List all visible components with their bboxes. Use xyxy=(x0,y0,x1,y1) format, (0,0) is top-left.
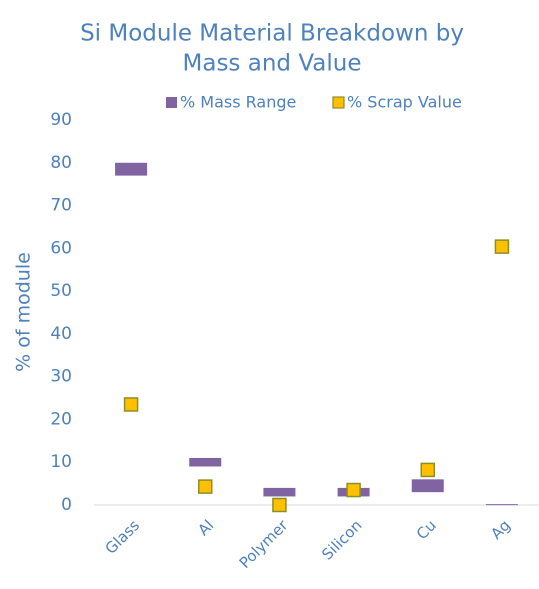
x-tick-label: Glass xyxy=(102,516,144,558)
range-bar xyxy=(189,457,222,467)
y-tick-label: 40 xyxy=(50,324,72,344)
range-bar xyxy=(263,487,296,497)
x-tick-label: Polymer xyxy=(236,516,292,572)
scatter-marker xyxy=(198,479,213,494)
y-tick-label: 90 xyxy=(50,110,72,130)
chart-title: Mass and Value xyxy=(183,51,362,77)
y-tick-label: 50 xyxy=(50,281,72,301)
y-tick-label: 0 xyxy=(61,495,72,515)
y-tick-label: 20 xyxy=(50,409,72,429)
scatter-marker xyxy=(346,482,361,498)
scatter-marker xyxy=(272,497,287,513)
x-tick-label: Al xyxy=(194,516,217,539)
y-tick-label: 60 xyxy=(50,238,72,258)
scatter-marker xyxy=(494,239,510,254)
y-axis-label: % of module xyxy=(13,252,35,372)
x-tick-label: Cu xyxy=(413,516,440,543)
y-tick-label: 70 xyxy=(50,196,72,216)
x-tick-label: Silicon xyxy=(318,516,365,563)
y-tick-label: 30 xyxy=(50,367,72,387)
chart-title: Si Module Material Breakdown by xyxy=(80,21,464,47)
range-bar xyxy=(411,479,444,493)
x-tick-label: Ag xyxy=(487,516,514,543)
scatter-marker xyxy=(123,397,139,412)
y-tick-label: 80 xyxy=(50,153,72,173)
legend-label: % Mass Range xyxy=(180,93,296,112)
y-tick-label: 10 xyxy=(50,452,72,472)
scatter-marker xyxy=(420,462,435,478)
legend-swatch xyxy=(332,96,345,109)
legend-label: % Scrap Value xyxy=(347,93,462,112)
legend-swatch xyxy=(166,97,177,108)
range-bar xyxy=(115,162,148,176)
range-bar xyxy=(485,504,518,506)
